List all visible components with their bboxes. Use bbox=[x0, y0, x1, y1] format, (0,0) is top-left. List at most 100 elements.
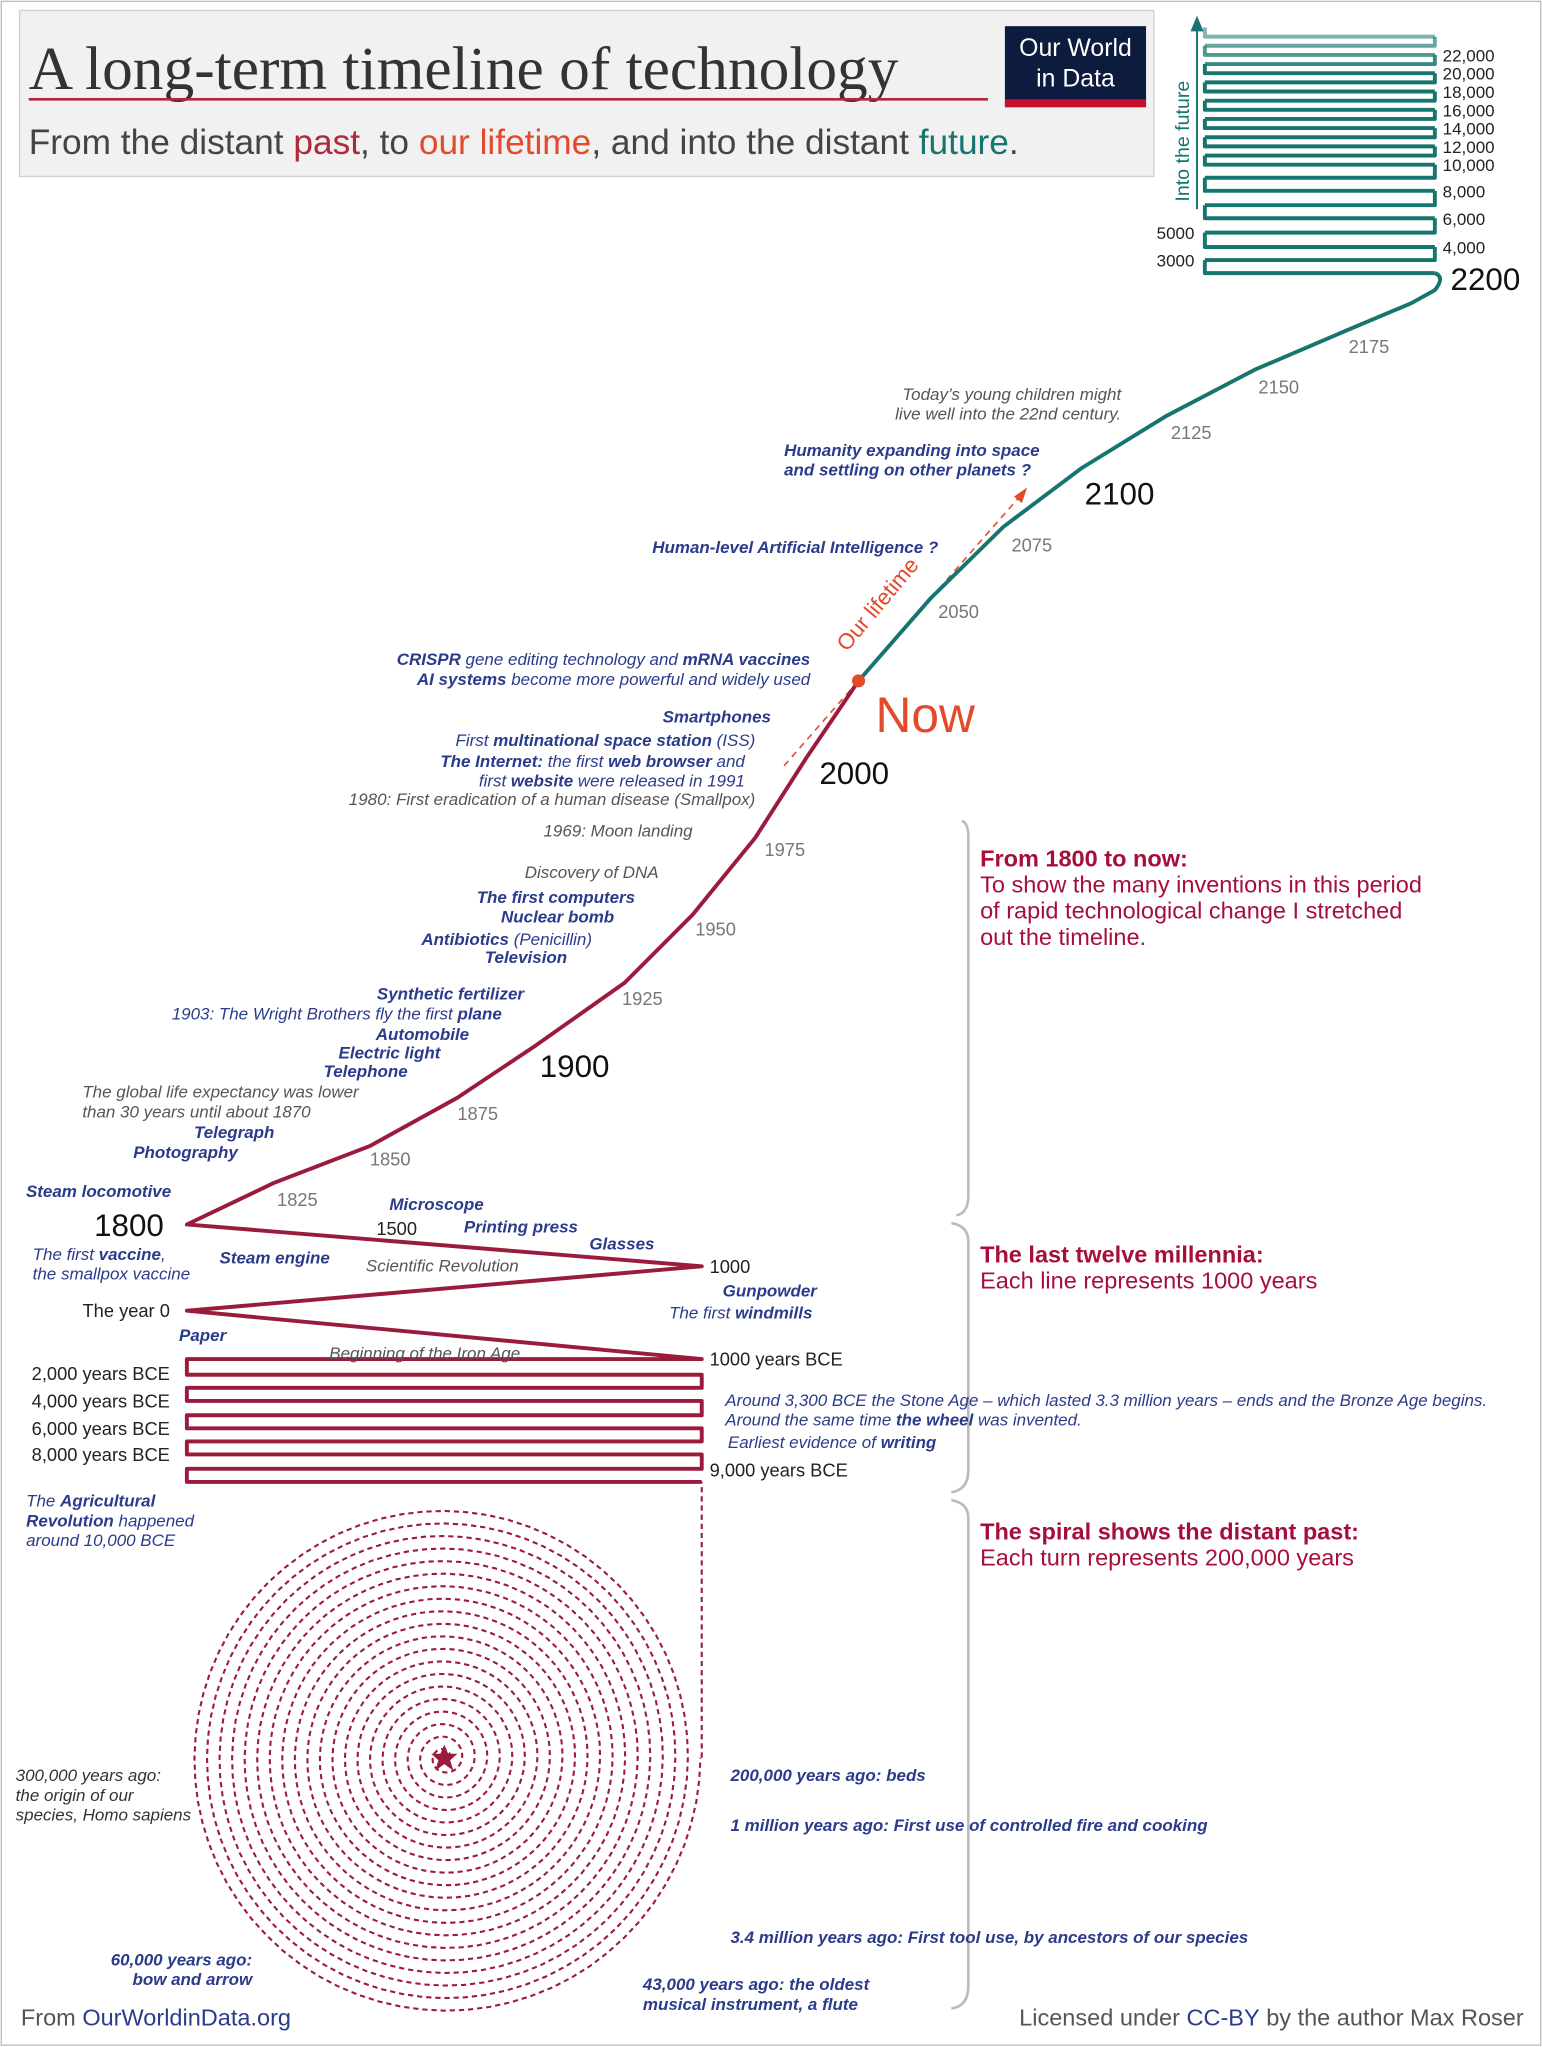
text-part: live well into the 22nd century. bbox=[895, 405, 1121, 424]
future-line bbox=[1202, 64, 1435, 76]
future-line bbox=[1202, 27, 1435, 39]
year-major: 2100 bbox=[1085, 476, 1155, 511]
year-minor: 1925 bbox=[622, 988, 663, 1009]
text-part: OurWorldinData.org bbox=[82, 2005, 291, 2031]
text-part: 300,000 years ago: bbox=[16, 1766, 162, 1785]
year-future: 22,000 bbox=[1443, 46, 1495, 65]
annotation: The Agricultural bbox=[26, 1492, 155, 1511]
arrow-head bbox=[1014, 487, 1028, 504]
text-part: our lifetime bbox=[419, 123, 591, 162]
footer-left: From OurWorldinData.org bbox=[21, 2005, 291, 2031]
year-millennia: 8,000 years BCE bbox=[32, 1444, 170, 1465]
annotation: Microscope bbox=[389, 1195, 483, 1214]
text-part: bow and arrow bbox=[132, 1970, 254, 1989]
annotation: first website were released in 1991 bbox=[479, 772, 745, 791]
year-future: 5000 bbox=[1157, 224, 1195, 243]
title: A long-term timeline of technology bbox=[29, 35, 899, 103]
future-label: Into the future bbox=[1172, 81, 1194, 202]
text-part: plane bbox=[456, 1004, 501, 1023]
text-part: Today’s young children might bbox=[902, 385, 1122, 404]
text-part: , to bbox=[360, 123, 419, 162]
text-part: species, Homo sapiens bbox=[16, 1805, 192, 1824]
future-line bbox=[1202, 118, 1435, 131]
subtitle: From the distant past, to our lifetime, … bbox=[29, 123, 1019, 162]
logo-bar bbox=[1004, 99, 1147, 108]
text-part: The global life expectancy was lower bbox=[82, 1083, 360, 1102]
text-part: and settling on other planets ? bbox=[784, 461, 1032, 480]
text-part: CRISPR bbox=[397, 650, 462, 669]
annotation: and settling on other planets ? bbox=[784, 461, 1032, 480]
annotation: First multinational space station (ISS) bbox=[455, 731, 755, 750]
annotation: CRISPR gene editing technology and mRNA … bbox=[397, 650, 810, 669]
future-line bbox=[1202, 82, 1435, 94]
text-part: gene editing technology and bbox=[461, 650, 683, 669]
text-part: past bbox=[293, 123, 360, 162]
text-part: the wheel bbox=[896, 1411, 974, 1430]
annotation: Around the same time the wheel was inven… bbox=[724, 1411, 1082, 1430]
section-text: Each turn represents 200,000 years bbox=[980, 1545, 1354, 1571]
annotation: The Internet: the first web browser and bbox=[440, 752, 745, 771]
text-part: web browser bbox=[608, 752, 713, 771]
year-millennia: 1000 years BCE bbox=[710, 1349, 843, 1370]
annotation: Photography bbox=[133, 1143, 239, 1162]
annotation: Automobile bbox=[375, 1025, 469, 1044]
text-part: Gunpowder bbox=[723, 1281, 819, 1300]
year-minor: 1975 bbox=[764, 839, 805, 860]
future-line bbox=[1204, 146, 1437, 158]
text-part: Steam locomotive bbox=[26, 1182, 171, 1201]
future-line bbox=[1204, 218, 1437, 235]
text-part: Synthetic fertilizer bbox=[377, 985, 525, 1004]
text-part: 60,000 years ago: bbox=[111, 1950, 253, 1969]
logo-box bbox=[1004, 26, 1147, 108]
text-part: Humanity expanding into space bbox=[784, 441, 1040, 460]
year-millennia: The year 0 bbox=[82, 1300, 169, 1321]
annotation: 60,000 years ago: bbox=[111, 1950, 253, 1969]
year-minor: 2050 bbox=[938, 601, 979, 622]
future-line bbox=[1202, 100, 1435, 112]
text-part: Human-level Artificial Intelligence ? bbox=[652, 538, 939, 557]
year-minor: 1825 bbox=[277, 1189, 318, 1210]
year-millennia: 1000 bbox=[710, 1256, 751, 1277]
year-millennia: 9,000 years BCE bbox=[710, 1460, 848, 1481]
text-part: Telephone bbox=[323, 1062, 407, 1081]
text-part: CC-BY bbox=[1187, 2005, 1260, 2031]
text-part: Smartphones bbox=[663, 708, 771, 727]
text-part: (Penicillin) bbox=[509, 930, 592, 949]
spiral bbox=[193, 1509, 702, 2012]
year-future: 10,000 bbox=[1443, 156, 1495, 175]
text-part: From bbox=[21, 2005, 82, 2031]
year-minor: 2175 bbox=[1349, 336, 1390, 357]
annotation: than 30 years until about 1870 bbox=[82, 1102, 311, 1121]
future-line bbox=[1204, 36, 1437, 48]
year-major: 1900 bbox=[540, 1049, 610, 1084]
year-minor: 2075 bbox=[1011, 534, 1052, 555]
text-part: were released in 1991 bbox=[573, 772, 745, 791]
text-part: Printing press bbox=[464, 1217, 578, 1236]
text-part: Electric light bbox=[339, 1044, 442, 1063]
annotation: 1980: First eradication of a human disea… bbox=[349, 790, 756, 809]
text-part: First bbox=[455, 731, 493, 750]
text-part: 43,000 years ago: the oldest bbox=[642, 1975, 871, 1994]
annotation: Discovery of DNA bbox=[525, 863, 659, 882]
text-part: 1980: First eradication of a human disea… bbox=[349, 790, 756, 809]
year-future: 4,000 bbox=[1443, 239, 1485, 258]
year-minor: 2125 bbox=[1171, 422, 1212, 443]
subtitle-text: From the distant past, to our lifetime, … bbox=[29, 123, 1019, 162]
future-line bbox=[1204, 73, 1437, 85]
text-part: 3.4 million years ago: First tool use, b… bbox=[730, 1928, 1248, 1947]
annotation: 300,000 years ago: bbox=[16, 1766, 162, 1785]
year-minor: 1850 bbox=[370, 1149, 411, 1170]
annotation: Nuclear bomb bbox=[501, 908, 614, 927]
year-minor: 1950 bbox=[695, 919, 736, 940]
text-part: by the author Max Roser bbox=[1260, 2005, 1524, 2031]
section-text: of rapid technological change I stretche… bbox=[980, 898, 1402, 924]
annotation: Today’s young children might bbox=[902, 385, 1122, 404]
text-part: Beginning of the Iron Age bbox=[329, 1344, 520, 1363]
annotation: Television bbox=[485, 948, 567, 967]
labels: Now 1800 1900 2000 2100 2200 1825 1850 1875 1925 1… bbox=[16, 46, 1524, 2030]
future-line bbox=[1202, 232, 1435, 249]
annotation: Synthetic fertilizer bbox=[377, 985, 525, 1004]
annotation: The first vaccine, bbox=[33, 1245, 166, 1264]
